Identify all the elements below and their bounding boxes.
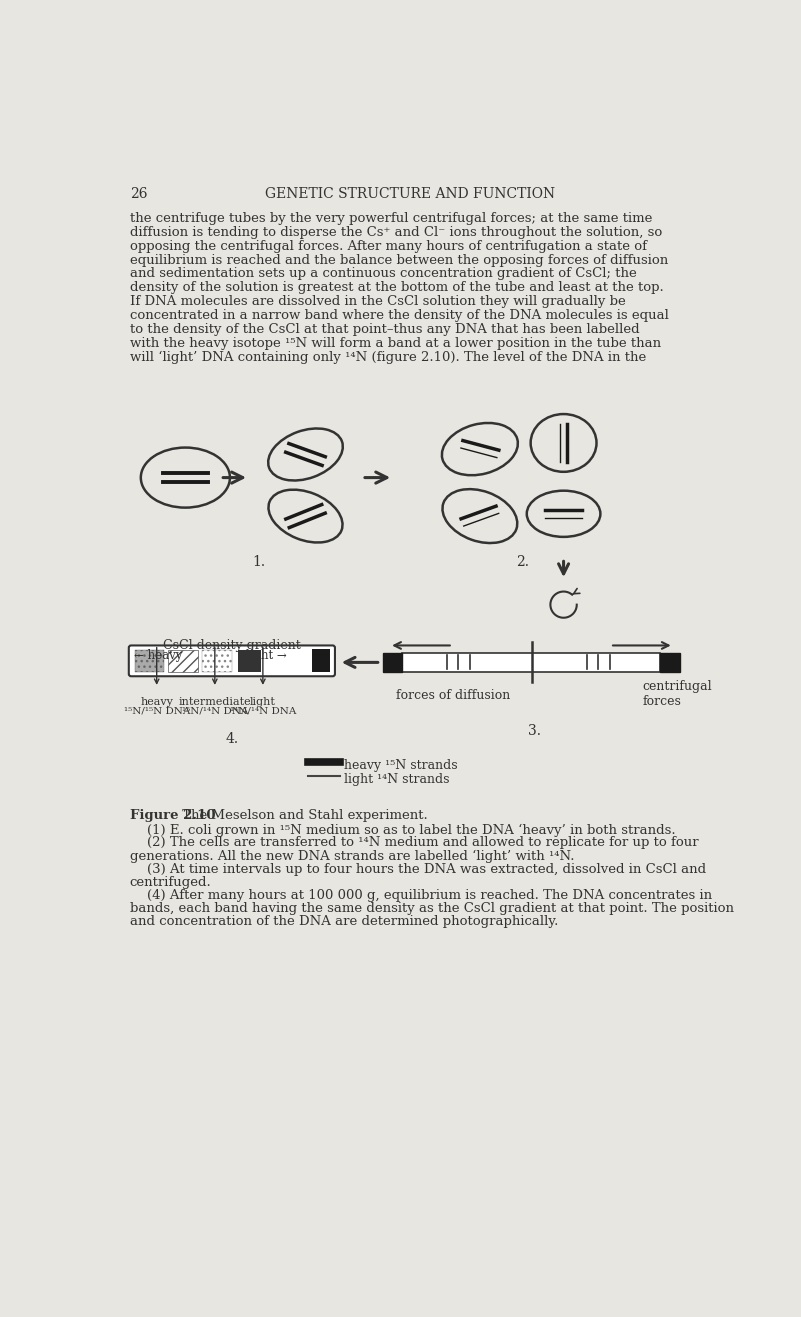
Text: opposing the centrifugal forces. After many hours of centrifugation a state of: opposing the centrifugal forces. After m…	[130, 240, 646, 253]
Text: with the heavy isotope ¹⁵N will form a band at a lower position in the tube than: with the heavy isotope ¹⁵N will form a b…	[130, 337, 661, 350]
Text: generations. All the new DNA strands are labelled ‘light’ with ¹⁴N.: generations. All the new DNA strands are…	[130, 849, 574, 863]
Text: light ¹⁴N strands: light ¹⁴N strands	[344, 773, 449, 785]
Bar	[168, 651, 198, 672]
Text: The Meselson and Stahl experiment.: The Meselson and Stahl experiment.	[178, 809, 428, 822]
Text: and concentration of the DNA are determined photographically.: and concentration of the DNA are determi…	[130, 915, 558, 928]
Text: bands, each band having the same density as the CsCl gradient at that point. The: bands, each band having the same density…	[130, 902, 734, 915]
Bar	[383, 653, 402, 672]
Bar	[312, 649, 330, 673]
Text: 4.: 4.	[225, 732, 239, 745]
Text: ¹⁴N/¹⁴N DNA: ¹⁴N/¹⁴N DNA	[230, 706, 296, 715]
Text: Figure 2.10: Figure 2.10	[130, 809, 215, 822]
Bar	[203, 651, 231, 672]
Text: CsCl density gradient: CsCl density gradient	[163, 639, 300, 652]
Text: ← heavy: ← heavy	[135, 648, 183, 661]
Text: (1) E. coli grown in ¹⁵N medium so as to label the DNA ‘heavy’ in both strands.: (1) E. coli grown in ¹⁵N medium so as to…	[130, 823, 675, 836]
Text: light: light	[250, 697, 276, 707]
Text: 1.: 1.	[252, 554, 266, 569]
Text: (2) The cells are transferred to ¹⁴N medium and allowed to replicate for up to f: (2) The cells are transferred to ¹⁴N med…	[130, 836, 698, 849]
Text: 3.: 3.	[528, 724, 541, 738]
Text: GENETIC STRUCTURE AND FUNCTION: GENETIC STRUCTURE AND FUNCTION	[265, 187, 555, 202]
Text: light →: light →	[246, 648, 287, 661]
Text: If DNA molecules are dissolved in the CsCl solution they will gradually be: If DNA molecules are dissolved in the Cs…	[130, 295, 626, 308]
Text: ¹⁵N/¹⁴N DNA: ¹⁵N/¹⁴N DNA	[182, 706, 248, 715]
Text: will ‘light’ DNA containing only ¹⁴N (figure 2.10). The level of the DNA in the: will ‘light’ DNA containing only ¹⁴N (fi…	[130, 350, 646, 363]
Text: to the density of the CsCl at that point–thus any DNA that has been labelled: to the density of the CsCl at that point…	[130, 323, 639, 336]
Text: concentrated in a narrow band where the density of the DNA molecules is equal: concentrated in a narrow band where the …	[130, 309, 669, 321]
Text: forces of diffusion: forces of diffusion	[396, 689, 510, 702]
Text: (4) After many hours at 100 000 g, equilibrium is reached. The DNA concentrates : (4) After many hours at 100 000 g, equil…	[130, 889, 712, 902]
Bar	[402, 653, 661, 672]
Text: intermediate: intermediate	[179, 697, 252, 707]
Bar	[661, 653, 680, 672]
FancyBboxPatch shape	[129, 645, 335, 676]
Text: the centrifuge tubes by the very powerful centrifugal forces; at the same time: the centrifuge tubes by the very powerfu…	[130, 212, 652, 225]
Text: 2.: 2.	[516, 554, 529, 569]
Text: equilibrium is reached and the balance between the opposing forces of diffusion: equilibrium is reached and the balance b…	[130, 253, 668, 266]
Bar	[238, 651, 261, 672]
Text: diffusion is tending to disperse the Cs⁺ and Cl⁻ ions throughout the solution, s: diffusion is tending to disperse the Cs⁺…	[130, 225, 662, 238]
Text: centrifugal
forces: centrifugal forces	[642, 680, 712, 709]
Text: heavy: heavy	[140, 697, 173, 707]
Text: centrifuged.: centrifuged.	[130, 876, 211, 889]
Text: ¹⁵N/¹⁵N DNA: ¹⁵N/¹⁵N DNA	[123, 706, 190, 715]
Bar	[135, 651, 164, 672]
Text: density of the solution is greatest at the bottom of the tube and least at the t: density of the solution is greatest at t…	[130, 282, 663, 294]
Text: 26: 26	[130, 187, 147, 202]
Text: and sedimentation sets up a continuous concentration gradient of CsCl; the: and sedimentation sets up a continuous c…	[130, 267, 636, 281]
Text: heavy ¹⁵N strands: heavy ¹⁵N strands	[344, 760, 458, 772]
Text: (3) At time intervals up to four hours the DNA was extracted, dissolved in CsCl : (3) At time intervals up to four hours t…	[130, 863, 706, 876]
